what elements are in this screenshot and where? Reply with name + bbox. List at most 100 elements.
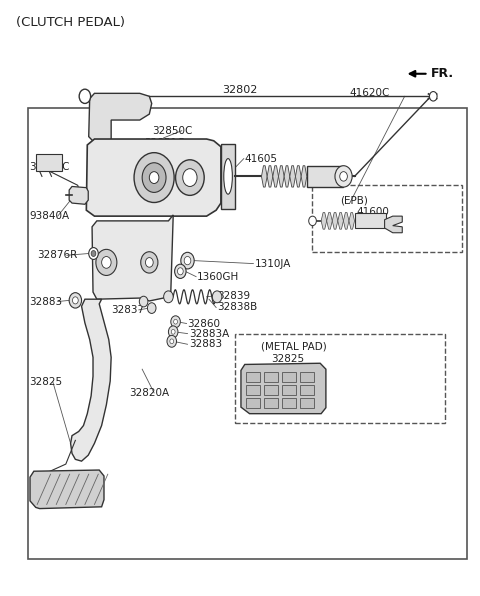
Bar — [312, 185, 462, 252]
Circle shape — [183, 169, 197, 187]
Circle shape — [176, 160, 204, 195]
Circle shape — [91, 250, 96, 256]
Bar — [246, 398, 260, 408]
Text: 41605: 41605 — [245, 154, 278, 163]
Circle shape — [142, 163, 166, 193]
Circle shape — [141, 252, 158, 273]
Polygon shape — [327, 213, 332, 229]
Polygon shape — [86, 139, 221, 216]
Polygon shape — [267, 166, 273, 187]
Bar — [28, 108, 467, 559]
Text: 32838B: 32838B — [217, 303, 257, 312]
Circle shape — [147, 303, 156, 313]
Text: 32883: 32883 — [189, 339, 222, 349]
Circle shape — [175, 264, 186, 278]
Circle shape — [72, 297, 78, 304]
Polygon shape — [71, 299, 111, 461]
Polygon shape — [278, 166, 284, 187]
Circle shape — [170, 339, 174, 344]
Bar — [355, 213, 385, 228]
Circle shape — [145, 257, 153, 267]
Polygon shape — [241, 363, 326, 414]
Circle shape — [96, 249, 117, 275]
Circle shape — [89, 247, 98, 259]
Text: 32876R: 32876R — [37, 250, 77, 260]
Bar — [282, 372, 296, 381]
Bar — [300, 385, 314, 395]
Text: 41600: 41600 — [357, 207, 390, 217]
Circle shape — [178, 268, 183, 275]
Circle shape — [102, 256, 111, 268]
Circle shape — [79, 89, 91, 104]
Polygon shape — [338, 213, 343, 229]
Circle shape — [171, 316, 180, 328]
Bar — [282, 385, 296, 395]
Text: 32881C: 32881C — [29, 163, 70, 172]
Text: 32802: 32802 — [222, 85, 258, 95]
Text: 1310JA: 1310JA — [254, 259, 291, 269]
Circle shape — [168, 326, 178, 338]
Polygon shape — [92, 215, 173, 301]
Circle shape — [184, 256, 191, 265]
Circle shape — [212, 291, 222, 303]
Circle shape — [164, 291, 173, 303]
Circle shape — [134, 153, 174, 203]
Polygon shape — [332, 213, 338, 229]
Circle shape — [335, 166, 352, 187]
Polygon shape — [262, 166, 267, 187]
Circle shape — [181, 252, 194, 269]
Text: 41620C: 41620C — [350, 88, 390, 98]
Text: 32860: 32860 — [188, 318, 220, 328]
Polygon shape — [384, 216, 402, 233]
Polygon shape — [284, 166, 290, 187]
Polygon shape — [221, 144, 235, 209]
Text: (CLUTCH PEDAL): (CLUTCH PEDAL) — [16, 16, 125, 29]
Bar — [300, 372, 314, 381]
Polygon shape — [301, 166, 307, 187]
Bar — [235, 334, 445, 423]
Polygon shape — [89, 94, 152, 142]
Bar — [282, 398, 296, 408]
Circle shape — [69, 293, 82, 308]
Polygon shape — [343, 213, 349, 229]
Text: 32851C: 32851C — [144, 138, 185, 148]
Bar — [246, 372, 260, 381]
Circle shape — [139, 296, 148, 307]
Bar — [307, 166, 343, 187]
Circle shape — [149, 172, 159, 184]
Text: 32883: 32883 — [29, 297, 62, 306]
Circle shape — [340, 172, 348, 181]
Bar — [264, 372, 278, 381]
Text: 32820A: 32820A — [129, 388, 169, 398]
Text: 32839: 32839 — [217, 291, 250, 300]
Text: 32838B: 32838B — [118, 284, 158, 293]
Bar — [300, 398, 314, 408]
Bar — [264, 398, 278, 408]
Text: (EPB): (EPB) — [340, 195, 368, 205]
Bar — [264, 385, 278, 395]
Bar — [36, 154, 62, 171]
Text: (METAL PAD): (METAL PAD) — [262, 342, 327, 352]
Circle shape — [430, 92, 437, 101]
Circle shape — [309, 216, 316, 226]
Circle shape — [171, 330, 175, 334]
Polygon shape — [321, 213, 327, 229]
Ellipse shape — [224, 159, 232, 194]
Bar — [246, 385, 260, 395]
Text: 32850C: 32850C — [152, 126, 192, 136]
Polygon shape — [290, 166, 296, 187]
Circle shape — [167, 336, 177, 347]
Polygon shape — [296, 166, 301, 187]
Polygon shape — [349, 213, 355, 229]
Polygon shape — [30, 470, 104, 508]
Text: 32825: 32825 — [29, 377, 62, 387]
Text: 93840A: 93840A — [29, 211, 69, 221]
Text: 1360GH: 1360GH — [197, 272, 240, 282]
Polygon shape — [69, 187, 88, 204]
Text: 32883A: 32883A — [189, 328, 229, 339]
Polygon shape — [273, 166, 278, 187]
Text: 32837: 32837 — [111, 305, 144, 315]
Text: FR.: FR. — [431, 67, 454, 80]
Circle shape — [174, 319, 178, 324]
Text: 32825: 32825 — [271, 353, 304, 364]
